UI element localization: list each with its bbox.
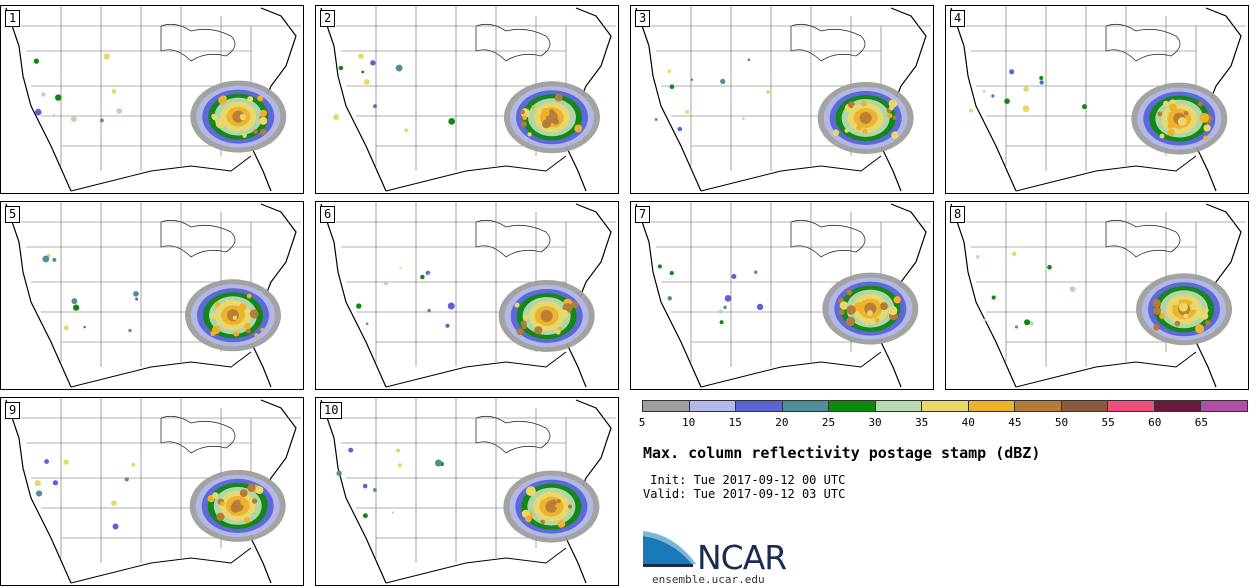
colorbar-segment: [875, 401, 923, 411]
radar-map: [320, 202, 616, 388]
member-label: 8: [950, 206, 966, 223]
colorbar-tick-label: 20: [775, 416, 789, 429]
member-label: 6: [320, 206, 336, 223]
colorbar-tick-label: 25: [821, 416, 836, 429]
member-label: 4: [950, 10, 966, 27]
member-panel-7: 7: [630, 201, 934, 390]
member-panel-5: 5: [0, 201, 304, 390]
radar-map: [320, 6, 616, 192]
ncar-logo-icon: [643, 531, 696, 567]
colorbar-tick-label: 35: [915, 416, 929, 429]
site-url: ensemble.ucar.edu: [652, 573, 765, 586]
radar-map: [5, 202, 301, 388]
ncar-logo-text: NCAR: [697, 538, 787, 577]
colorbar-segment: [1201, 401, 1247, 411]
colorbar-tick-label: 60: [1148, 416, 1162, 429]
valid-time: Valid: Tue 2017-09-12 03 UTC: [643, 487, 846, 501]
radar-map: [320, 398, 616, 584]
colorbar-segment: [643, 401, 690, 411]
colorbar-tick-label: 10: [681, 416, 696, 429]
member-panel-6: 6: [315, 201, 619, 390]
member-label: 1: [5, 10, 21, 27]
colorbar-segment: [1108, 401, 1155, 411]
member-label: 3: [635, 10, 651, 27]
radar-map: [635, 202, 931, 388]
member-label: 5: [5, 206, 21, 223]
member-panel-1: 1: [0, 5, 304, 194]
figure-title: Max. column reflectivity postage stamp (…: [643, 444, 1041, 462]
member-label: 10: [320, 402, 343, 419]
radar-map: [950, 202, 1246, 388]
radar-map: [950, 6, 1246, 192]
member-panel-9: 9: [0, 397, 304, 586]
colorbar-tick-label: 55: [1101, 416, 1115, 429]
member-panel-8: 8: [945, 201, 1249, 390]
colorbar-tick-label: 40: [961, 416, 975, 429]
colorbar-tick-label: 45: [1008, 416, 1022, 429]
colorbar-segment: [782, 401, 830, 411]
colorbar-segment: [922, 401, 969, 411]
member-label: 7: [635, 206, 651, 223]
colorbar-tick-label: 30: [868, 416, 882, 429]
member-panel-10: 10: [315, 397, 619, 586]
member-panel-3: 3: [630, 5, 934, 194]
member-label: 9: [5, 402, 21, 419]
colorbar-segment: [1015, 401, 1062, 411]
colorbar-tick-label: 50: [1054, 416, 1069, 429]
radar-map: [5, 6, 301, 192]
colorbar-tick-labels: 5 10 15 20 25 30 35 40 45 50 55 60 65: [638, 416, 1248, 430]
colorbar-tick-label: 5: [638, 416, 646, 429]
colorbar-tick-label: 15: [728, 416, 742, 429]
colorbar-segment: [968, 401, 1016, 411]
colorbar-segment: [1154, 401, 1202, 411]
colorbar-segment: [1061, 401, 1109, 411]
colorbar-segment: [829, 401, 876, 411]
member-panel-2: 2: [315, 5, 619, 194]
colorbar-tick-label: 65: [1194, 416, 1208, 429]
radar-map: [635, 6, 931, 192]
reflectivity-colorbar: [642, 400, 1248, 412]
colorbar-segment: [736, 401, 783, 411]
init-time: Init: Tue 2017-09-12 00 UTC: [643, 473, 846, 487]
member-panel-4: 4: [945, 5, 1249, 194]
colorbar-segment: [689, 401, 737, 411]
radar-map: [5, 398, 301, 584]
member-label: 2: [320, 10, 336, 27]
